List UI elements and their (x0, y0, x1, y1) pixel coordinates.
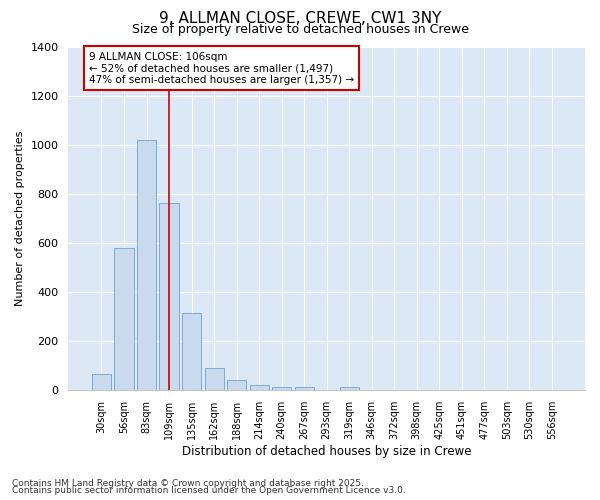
Text: Size of property relative to detached houses in Crewe: Size of property relative to detached ho… (131, 22, 469, 36)
Bar (137, 140, 156, 390)
Text: Contains HM Land Registry data © Crown copyright and database right 2025.: Contains HM Land Registry data © Crown c… (12, 478, 364, 488)
Bar (160, 204, 179, 390)
Bar (115, 248, 134, 390)
Y-axis label: Number of detached properties: Number of detached properties (15, 130, 25, 306)
Bar (92, 374, 111, 390)
Text: 9, ALLMAN CLOSE, CREWE, CW1 3NY: 9, ALLMAN CLOSE, CREWE, CW1 3NY (159, 11, 441, 26)
Bar (340, 388, 359, 390)
X-axis label: Distribution of detached houses by size in Crewe: Distribution of detached houses by size … (182, 444, 472, 458)
Bar (182, 312, 201, 390)
Bar (250, 385, 269, 390)
Bar (295, 388, 314, 390)
Bar (272, 388, 291, 390)
Bar (227, 380, 246, 390)
Bar (205, 368, 224, 390)
Text: 9 ALLMAN CLOSE: 106sqm
← 52% of detached houses are smaller (1,497)
47% of semi-: 9 ALLMAN CLOSE: 106sqm ← 52% of detached… (89, 52, 354, 85)
Text: Contains public sector information licensed under the Open Government Licence v3: Contains public sector information licen… (12, 486, 406, 495)
